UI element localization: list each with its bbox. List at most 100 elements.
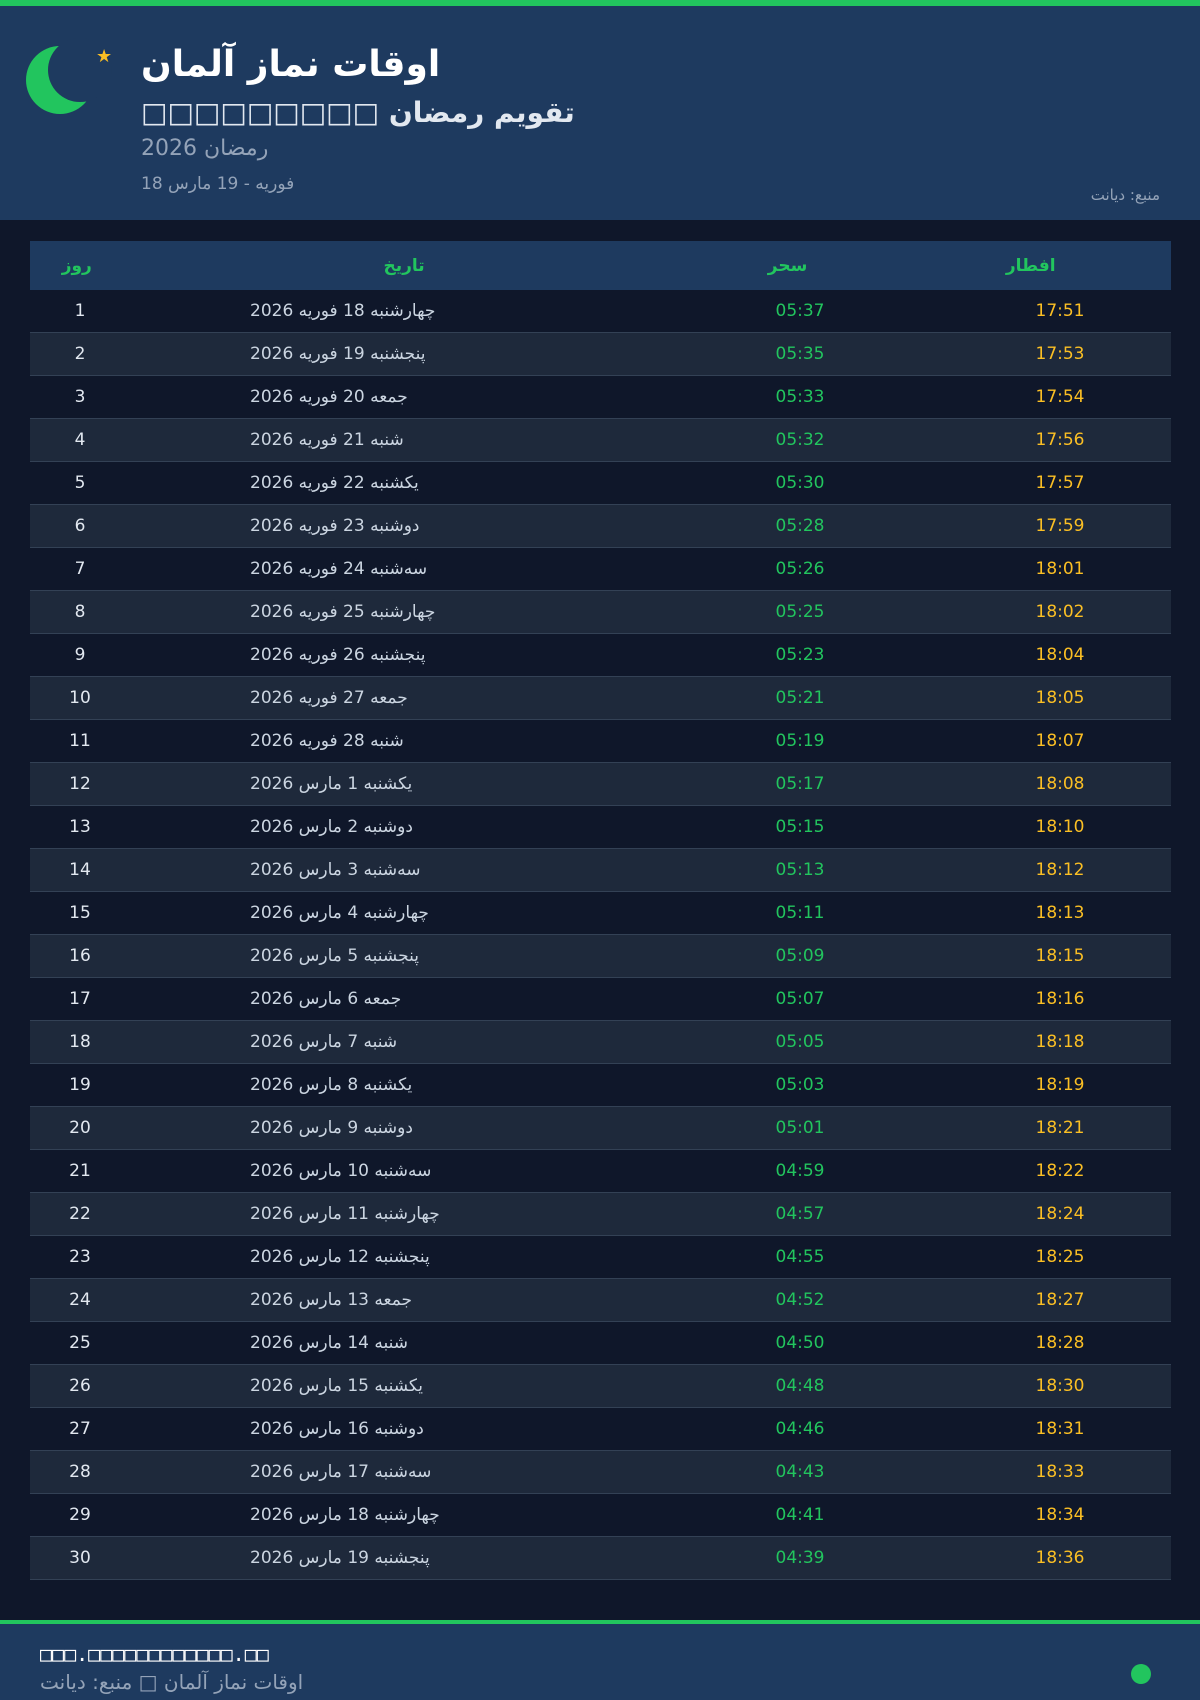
- day-cell: 10: [69, 688, 91, 708]
- date-cell: چهارشنبه 4 مارس 2026: [250, 903, 429, 923]
- date-cell: پنجشنبه 12 مارس 2026: [250, 1247, 430, 1267]
- table-row: 23 پنجشنبه 12 مارس 2026 04:55 18:25: [30, 1236, 1171, 1279]
- table-row: 19 یکشنبه 8 مارس 2026 05:03 18:19: [30, 1064, 1171, 1107]
- date-cell: دوشنبه 16 مارس 2026: [250, 1419, 424, 1439]
- column-header-day: روز: [61, 255, 92, 276]
- sahar-time: 04:59: [775, 1161, 825, 1181]
- table-row: 4 شنبه 21 فوریه 2026 05:32 17:56: [30, 419, 1171, 462]
- date-cell: شنبه 7 مارس 2026: [250, 1032, 398, 1052]
- iftar-time: 18:36: [1035, 1548, 1085, 1568]
- sahar-time: 05:23: [775, 645, 825, 665]
- iftar-time: 18:34: [1035, 1505, 1085, 1525]
- date-cell: جمعه 20 فوریه 2026: [250, 387, 408, 407]
- date-cell: پنجشنبه 5 مارس 2026: [250, 946, 419, 966]
- date-cell: پنجشنبه 19 مارس 2026: [250, 1548, 430, 1568]
- sahar-time: 05:21: [775, 688, 825, 708]
- date-cell: سه‌شنبه 24 فوریه 2026: [250, 559, 428, 579]
- sahar-time: 05:07: [775, 989, 825, 1009]
- sahar-time: 05:05: [775, 1032, 825, 1052]
- day-cell: 21: [69, 1161, 91, 1181]
- iftar-time: 18:21: [1035, 1118, 1085, 1138]
- table-row: 22 چهارشنبه 11 مارس 2026 04:57 18:24: [30, 1193, 1171, 1236]
- table-row: 7 سه‌شنبه 24 فوریه 2026 05:26 18:01: [30, 548, 1171, 591]
- day-cell: 2: [74, 344, 86, 364]
- day-cell: 25: [69, 1333, 91, 1353]
- column-header-iftar: افطار: [1005, 255, 1056, 276]
- day-cell: 5: [74, 473, 86, 493]
- iftar-time: 18:18: [1035, 1032, 1085, 1052]
- iftar-time: 18:13: [1035, 903, 1085, 923]
- ramadan-table: روز تاریخ سحر افطار 1 چهارشنبه 18 فوریه 2…: [30, 241, 1171, 1580]
- iftar-time: 18:16: [1035, 989, 1085, 1009]
- date-cell: پنجشنبه 26 فوریه 2026: [250, 645, 426, 665]
- footer-text: اوقات نماز آلمان □ منبع: دیانت: [40, 1670, 304, 1694]
- day-cell: 23: [69, 1247, 91, 1267]
- day-cell: 13: [69, 817, 91, 837]
- day-cell: 17: [69, 989, 91, 1009]
- date-cell: دوشنبه 9 مارس 2026: [250, 1118, 413, 1138]
- date-cell: سه‌شنبه 3 مارس 2026: [250, 860, 421, 880]
- table-row: 25 شنبه 14 مارس 2026 04:50 18:28: [30, 1322, 1171, 1365]
- table-row: 14 سه‌شنبه 3 مارس 2026 05:13 18:12: [30, 849, 1171, 892]
- sahar-time: 04:57: [775, 1204, 825, 1224]
- table-row: 9 پنجشنبه 26 فوریه 2026 05:23 18:04: [30, 634, 1171, 677]
- sahar-time: 04:50: [775, 1333, 825, 1353]
- table-row: 8 چهارشنبه 25 فوریه 2026 05:25 18:02: [30, 591, 1171, 634]
- sahar-time: 04:41: [775, 1505, 825, 1525]
- footer-url: □□□.□□□□□□□□□□□□.□□: [40, 1642, 269, 1666]
- table-row: 29 چهارشنبه 18 مارس 2026 04:41 18:34: [30, 1494, 1171, 1537]
- day-cell: 26: [69, 1376, 91, 1396]
- day-cell: 30: [69, 1548, 91, 1568]
- sahar-time: 04:52: [775, 1290, 825, 1310]
- iftar-time: 17:54: [1035, 387, 1085, 407]
- sahar-time: 05:28: [775, 516, 825, 536]
- date-cell: چهارشنبه 18 فوریه 2026: [250, 301, 436, 321]
- table-row: 16 پنجشنبه 5 مارس 2026 05:09 18:15: [30, 935, 1171, 978]
- date-cell: چهارشنبه 18 مارس 2026: [250, 1505, 440, 1525]
- column-header-date: تاریخ: [383, 255, 425, 276]
- table-row: 15 چهارشنبه 4 مارس 2026 05:11 18:13: [30, 892, 1171, 935]
- day-cell: 24: [69, 1290, 91, 1310]
- header: ★ اوقات نماز آلمان □□□□□□□□□ تقویم رمضان…: [0, 6, 1200, 220]
- footer: □□□.□□□□□□□□□□□□.□□ اوقات نماز آلمان □ م…: [0, 1624, 1200, 1700]
- sahar-time: 05:19: [775, 731, 825, 751]
- sahar-time: 04:55: [775, 1247, 825, 1267]
- date-cell: پنجشنبه 19 فوریه 2026: [250, 344, 426, 364]
- date-cell: یکشنبه 15 مارس 2026: [250, 1376, 424, 1396]
- date-cell: دوشنبه 2 مارس 2026: [250, 817, 413, 837]
- iftar-time: 17:53: [1035, 344, 1085, 364]
- day-cell: 22: [69, 1204, 91, 1224]
- table-row: 21 سه‌شنبه 10 مارس 2026 04:59 18:22: [30, 1150, 1171, 1193]
- table-row: 26 یکشنبه 15 مارس 2026 04:48 18:30: [30, 1365, 1171, 1408]
- table-row: 11 شنبه 28 فوریه 2026 05:19 18:07: [30, 720, 1171, 763]
- day-cell: 14: [69, 860, 91, 880]
- day-cell: 3: [74, 387, 86, 407]
- iftar-time: 17:59: [1035, 516, 1085, 536]
- date-range: 18 فوریه - 19 مارس: [141, 174, 295, 194]
- iftar-time: 18:12: [1035, 860, 1085, 880]
- day-cell: 12: [69, 774, 91, 794]
- iftar-time: 17:51: [1035, 301, 1085, 321]
- day-cell: 19: [69, 1075, 91, 1095]
- table-row: 1 چهارشنبه 18 فوریه 2026 05:37 17:51: [30, 290, 1171, 333]
- iftar-time: 18:15: [1035, 946, 1085, 966]
- day-cell: 28: [69, 1462, 91, 1482]
- table-row: 30 پنجشنبه 19 مارس 2026 04:39 18:36: [30, 1537, 1171, 1580]
- iftar-time: 18:25: [1035, 1247, 1085, 1267]
- sahar-time: 05:35: [775, 344, 825, 364]
- star-icon: ★: [96, 46, 113, 67]
- table-row: 24 جمعه 13 مارس 2026 04:52 18:27: [30, 1279, 1171, 1322]
- day-cell: 1: [74, 301, 86, 321]
- sahar-time: 05:13: [775, 860, 825, 880]
- date-cell: چهارشنبه 11 مارس 2026: [250, 1204, 440, 1224]
- footer-accent-bar: [0, 1620, 1200, 1624]
- sahar-time: 05:09: [775, 946, 825, 966]
- iftar-time: 18:07: [1035, 731, 1085, 751]
- date-cell: یکشنبه 8 مارس 2026: [250, 1075, 413, 1095]
- sahar-time: 05:25: [775, 602, 825, 622]
- iftar-time: 18:27: [1035, 1290, 1085, 1310]
- table-header: روز تاریخ سحر افطار: [30, 241, 1171, 290]
- table-row: 13 دوشنبه 2 مارس 2026 05:15 18:10: [30, 806, 1171, 849]
- table-row: 18 شنبه 7 مارس 2026 05:05 18:18: [30, 1021, 1171, 1064]
- sahar-time: 05:26: [775, 559, 825, 579]
